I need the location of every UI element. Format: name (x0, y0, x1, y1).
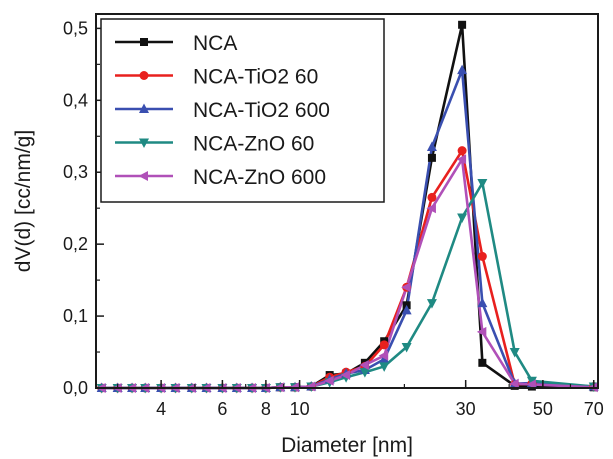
x-tick-label: 4 (156, 399, 166, 419)
data-point-nca-tio2-60 (427, 192, 437, 202)
legend-marker-nca (140, 38, 148, 46)
data-point-nca-zno-600 (526, 379, 536, 390)
data-point-nca-zno-60 (457, 213, 468, 224)
data-point-nca (458, 20, 467, 29)
legend-marker-nca-zno-60 (139, 138, 149, 148)
data-point-nca-tio2-600 (401, 304, 412, 315)
data-point-nca-zno-600 (426, 203, 436, 214)
data-point-nca-zno-60 (426, 299, 437, 309)
y-tick-label: 0,1 (63, 306, 88, 326)
y-tick-label: 0,5 (63, 18, 88, 38)
data-point-nca-zno-600 (476, 326, 487, 337)
data-point-nca-tio2-600 (457, 64, 468, 75)
y-tick-label: 0,2 (63, 234, 88, 254)
data-point-nca (427, 153, 436, 162)
y-tick-label: 0,0 (63, 378, 88, 398)
data-point-nca-zno-600 (324, 375, 334, 386)
series-line-nca-zno-60 (101, 181, 594, 390)
y-tick-label: 0,3 (63, 162, 88, 182)
x-axis-title: Diameter [nm] (281, 434, 413, 457)
data-point-nca-zno-600 (456, 154, 467, 165)
legend-label-nca-zno-60: NCA-ZnO 60 (193, 133, 314, 156)
data-point-nca-tio2-600 (426, 141, 437, 152)
data-point-nca-zno-60 (477, 179, 488, 189)
data-point-nca-zno-60 (359, 368, 370, 378)
x-tick-label: 50 (533, 399, 553, 419)
x-tick-label: 30 (456, 399, 476, 419)
data-point-nca (478, 358, 487, 367)
data-point-nca-zno-600 (359, 359, 369, 370)
legend-label-nca-zno-600: NCA-ZnO 600 (193, 166, 326, 189)
data-point-nca-zno-600 (340, 370, 351, 381)
data-point-nca-tio2-60 (457, 146, 467, 156)
x-tick-label: 10 (290, 399, 310, 419)
plot-frame (95, 13, 599, 389)
y-tick-label: 0,4 (63, 90, 88, 110)
data-point-nca-zno-600 (378, 350, 389, 361)
x-tick-label: 6 (217, 399, 227, 419)
data-point-nca-tio2-60 (477, 251, 487, 261)
legend-label-nca: NCA (193, 32, 237, 55)
legend: NCA NCA-TiO2 60 NCA-TiO2 600 NCA-ZnO 60 NCA-… (100, 18, 385, 203)
data-point-nca-zno-60 (509, 348, 520, 358)
data-point-nca-zno-600 (305, 381, 316, 392)
x-tick-label: 8 (261, 399, 271, 419)
data-point-nca-tio2-60 (379, 340, 389, 350)
legend-label-nca-tio2-60: NCA-TiO2 60 (193, 66, 318, 89)
legend-label-nca-tio2-600: NCA-TiO2 600 (193, 99, 330, 122)
data-point-nca-zno-600 (401, 282, 411, 293)
legend-marker-nca-zno-600 (138, 171, 148, 181)
data-point-nca-zno-600 (509, 378, 519, 389)
legend-box (100, 18, 385, 203)
legend-marker-nca-tio2-600 (139, 103, 149, 113)
data-point-nca-zno-60 (379, 362, 390, 372)
axes: 0,0 0,1 0,2 0,3 0,4 0,5 4 6 8 10 30 50 70 (63, 18, 604, 419)
data-point-nca-zno-60 (401, 343, 412, 353)
legend-marker-nca-tio2-60 (139, 71, 149, 80)
y-axis-title: dV(d) [cc/nm/g] (12, 130, 35, 272)
data-point-nca-tio2-600 (477, 297, 488, 308)
x-tick-label: 70 (584, 399, 604, 419)
